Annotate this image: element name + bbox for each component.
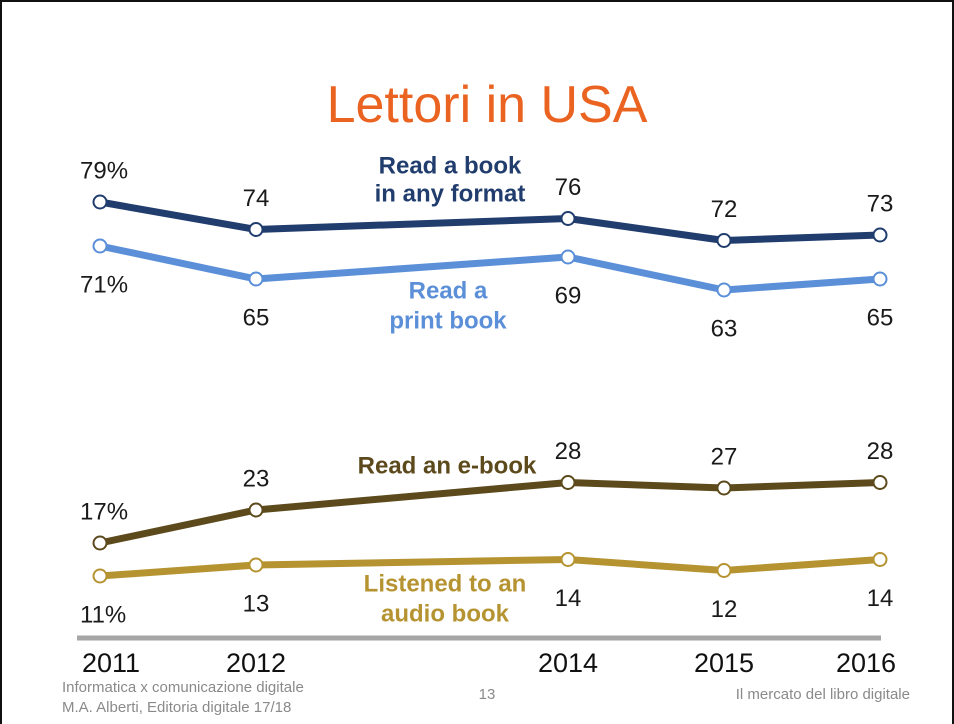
series-name-label-read-a-book-in-any-format: Read a book	[379, 153, 522, 180]
x-tick-label-2014: 2014	[538, 648, 598, 678]
data-label-read-a-book-in-any-format-2012: 74	[243, 185, 270, 212]
data-label-read-a-print-book-2016: 65	[867, 305, 894, 332]
footer-author: M.A. Alberti, Editoria digitale 17/18	[62, 699, 292, 716]
footer-page-number: 13	[478, 686, 496, 703]
data-point-read-an-e-book-2014	[560, 475, 576, 490]
series-listened-to-an-audio-book: 11% 13 14 12 14 Listened to an audio book	[80, 552, 894, 629]
data-point-read-a-book-in-any-format-2012	[248, 222, 264, 237]
series-name-label-listened-to-an-audio-book: audio book	[381, 601, 510, 628]
data-point-read-a-print-book-2016	[872, 271, 888, 287]
data-point-read-a-book-in-any-format-2015	[716, 233, 732, 248]
footer-course: Informatica x comunicazione digitale	[62, 679, 304, 696]
data-label-read-a-book-in-any-format-2014: 76	[555, 174, 582, 201]
series-name-label-listened-to-an-audio-book: Listened to an	[364, 571, 527, 598]
data-point-listened-to-an-audio-book-2011	[92, 568, 108, 584]
data-point-listened-to-an-audio-book-2016	[872, 552, 888, 567]
x-tick-label-2016: 2016	[836, 648, 896, 678]
line-chart: 2011 2012 2014 2015 2016 79% 74 76 72 73 Read a b…	[77, 153, 896, 678]
data-point-read-a-book-in-any-format-2011	[92, 194, 108, 210]
data-point-read-a-book-in-any-format-2016	[872, 227, 888, 243]
data-point-read-a-print-book-2014	[560, 249, 576, 265]
data-point-listened-to-an-audio-book-2012	[248, 557, 264, 573]
series-name-label-read-a-print-book: Read a	[409, 278, 488, 305]
data-point-listened-to-an-audio-book-2015	[716, 563, 732, 578]
data-point-read-an-e-book-2016	[872, 475, 888, 490]
data-label-read-an-e-book-2011: 17%	[80, 499, 128, 526]
data-label-listened-to-an-audio-book-2014: 14	[555, 585, 582, 612]
x-tick-label-2015: 2015	[694, 648, 754, 678]
data-point-read-a-print-book-2011	[92, 238, 108, 254]
footer-section-title: Il mercato del libro digitale	[735, 686, 910, 703]
data-point-read-a-print-book-2015	[716, 282, 732, 298]
data-label-listened-to-an-audio-book-2011: 11%	[80, 602, 126, 629]
data-label-listened-to-an-audio-book-2016: 14	[867, 585, 894, 612]
data-point-listened-to-an-audio-book-2014	[560, 552, 576, 567]
series-read-an-e-book: 17% 23 28 27 28 Read an e-book	[80, 438, 894, 551]
data-point-read-an-e-book-2015	[716, 480, 732, 496]
series-name-label-read-a-print-book: print book	[389, 308, 507, 335]
data-label-read-an-e-book-2012: 23	[243, 466, 270, 493]
data-label-read-an-e-book-2014: 28	[555, 438, 582, 465]
slide-title: Lettori in USA	[326, 76, 648, 134]
series-line-read-an-e-book	[96, 479, 884, 547]
data-label-read-an-e-book-2015: 27	[711, 444, 738, 471]
data-label-read-a-book-in-any-format-2016: 73	[867, 191, 894, 218]
data-label-read-a-print-book-2015: 63	[711, 316, 738, 343]
series-read-a-print-book: 71% 65 69 63 65 Read a print book	[80, 238, 894, 343]
series-name-label-read-a-book-in-any-format: in any format	[375, 181, 526, 208]
data-point-read-an-e-book-2011	[92, 535, 108, 551]
data-label-listened-to-an-audio-book-2015: 12	[711, 596, 738, 623]
data-label-read-a-print-book-2011: 71%	[80, 272, 128, 299]
data-label-read-a-book-in-any-format-2015: 72	[711, 196, 738, 223]
footer-left: Informatica x comunicazione digitale M.A…	[62, 678, 304, 718]
x-axis-tick-labels: 2011 2012 2014 2015 2016	[82, 648, 896, 678]
data-label-read-a-print-book-2012: 65	[243, 305, 270, 332]
data-label-listened-to-an-audio-book-2012: 13	[243, 591, 270, 618]
data-label-read-a-print-book-2014: 69	[555, 283, 582, 310]
data-point-read-a-book-in-any-format-2014	[560, 211, 576, 226]
series-name-label-read-an-e-book: Read an e-book	[358, 453, 537, 480]
x-tick-label-2012: 2012	[226, 648, 286, 678]
data-point-read-an-e-book-2012	[248, 502, 264, 518]
x-tick-label-2011: 2011	[82, 648, 140, 678]
data-point-read-a-print-book-2012	[248, 271, 264, 287]
series-line-read-a-book-in-any-format	[96, 198, 884, 244]
data-label-read-an-e-book-2016: 28	[867, 438, 894, 465]
data-label-read-a-book-in-any-format-2011: 79%	[80, 158, 128, 185]
series-line-read-a-print-book	[96, 242, 884, 294]
